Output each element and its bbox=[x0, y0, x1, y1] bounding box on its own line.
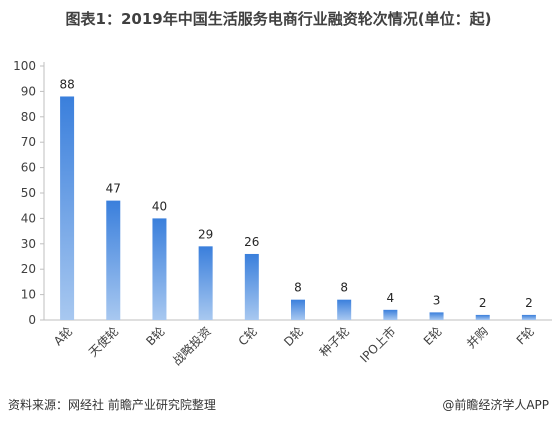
bar bbox=[152, 218, 167, 320]
y-tick-label: 80 bbox=[21, 110, 36, 124]
data-label: 40 bbox=[152, 199, 167, 213]
y-tick-label: 0 bbox=[28, 313, 36, 327]
labels: 88 A轮 47 天使轮 40 B轮 29 战略投资 26 C轮 8 D轮 8 种子轮 4 IPO上市 3 E轮 2… bbox=[51, 77, 537, 368]
x-tick-label: F轮 bbox=[514, 324, 537, 347]
data-label: 4 bbox=[387, 291, 395, 305]
data-label: 29 bbox=[198, 227, 213, 241]
bar bbox=[475, 314, 490, 320]
footer: 资料来源：网经社 前瞻产业研究院整理 @前瞻经济学人APP bbox=[0, 394, 557, 416]
credit-note: @前瞻经济学人APP bbox=[442, 398, 549, 412]
source-note: 资料来源：网经社 前瞻产业研究院整理 bbox=[8, 398, 216, 412]
bar bbox=[106, 200, 121, 320]
y-tick-label: 50 bbox=[21, 186, 36, 200]
y-tick-label: 100 bbox=[13, 59, 36, 73]
bar bbox=[429, 312, 444, 320]
bars bbox=[60, 96, 536, 320]
x-tick-label: B轮 bbox=[143, 324, 167, 348]
y-tick-label: 60 bbox=[21, 161, 36, 175]
bar bbox=[291, 299, 305, 320]
data-label: 8 bbox=[294, 281, 302, 295]
bar bbox=[244, 253, 259, 320]
data-label: 88 bbox=[59, 77, 74, 91]
x-tick-label: IPO上市 bbox=[357, 324, 399, 366]
y-tick-label: 10 bbox=[21, 288, 36, 302]
data-label: 47 bbox=[106, 182, 121, 196]
bar bbox=[198, 246, 213, 320]
x-tick-label: 并购 bbox=[463, 324, 491, 352]
x-tick-label: A轮 bbox=[51, 324, 75, 348]
data-label: 26 bbox=[244, 235, 259, 249]
bar bbox=[60, 96, 75, 320]
bar bbox=[521, 314, 536, 320]
data-label: 8 bbox=[340, 281, 348, 295]
x-tick-label: D轮 bbox=[281, 324, 306, 349]
x-tick-label: 战略投资 bbox=[169, 324, 214, 369]
y-tick-label: 90 bbox=[21, 84, 36, 98]
y-tick-label: 30 bbox=[21, 237, 36, 251]
x-tick-label: 天使轮 bbox=[85, 324, 121, 360]
data-label: 2 bbox=[525, 296, 533, 310]
y-tick-label: 70 bbox=[21, 135, 36, 149]
bar bbox=[337, 299, 352, 320]
y-tick-label: 40 bbox=[21, 211, 36, 225]
y-tick-label: 20 bbox=[21, 262, 36, 276]
axes: 0 10 20 30 40 50 60 70 80 90 100 bbox=[13, 59, 552, 327]
chart-title: 图表1：2019年中国生活服务电商行业融资轮次情况(单位：起) bbox=[65, 10, 492, 28]
data-label: 2 bbox=[479, 296, 487, 310]
x-tick-label: C轮 bbox=[236, 324, 260, 348]
x-tick-label: 种子轮 bbox=[317, 324, 352, 359]
bar bbox=[383, 309, 398, 320]
x-tick-label: E轮 bbox=[421, 324, 445, 348]
data-label: 3 bbox=[433, 293, 441, 307]
